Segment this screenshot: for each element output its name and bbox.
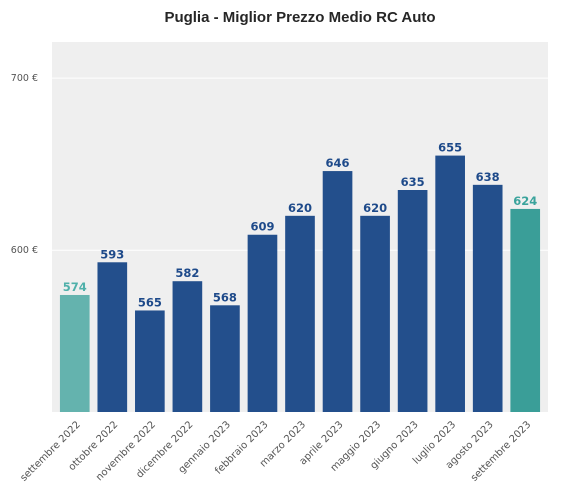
bar [97,262,128,412]
x-tick-label: settembre 2022 [18,419,82,483]
chart-title: Puglia - Miglior Prezzo Medio RC Auto [164,9,435,26]
bar [360,215,390,412]
bar [285,215,315,412]
data-label: 609 [250,220,274,234]
bar [59,294,90,412]
bar [210,305,240,412]
data-label: 565 [138,295,162,309]
data-label: 635 [401,175,425,189]
y-axis: 600 € 700 € [11,73,38,256]
bar [322,171,353,412]
bar [247,234,278,412]
y-tick-label: 700 € [11,73,38,84]
bar [472,184,503,412]
bars [59,155,541,412]
data-labels: 574 593 565 582 568 609 620 646 620 635 655 638 624 [63,141,537,310]
data-label: 646 [326,156,350,170]
data-label: 620 [288,201,312,215]
bar [397,190,428,412]
data-label: 574 [63,280,87,294]
data-label: 638 [476,170,500,184]
y-tick-label: 600 € [11,245,38,256]
bar [135,310,165,412]
data-label: 620 [363,201,387,215]
bar [172,281,203,412]
data-label: 593 [100,247,124,261]
bar [435,155,465,412]
bar [510,208,541,412]
data-label: 568 [213,290,237,304]
data-label: 582 [175,266,199,280]
data-label: 624 [513,194,537,208]
data-label: 655 [438,141,462,155]
